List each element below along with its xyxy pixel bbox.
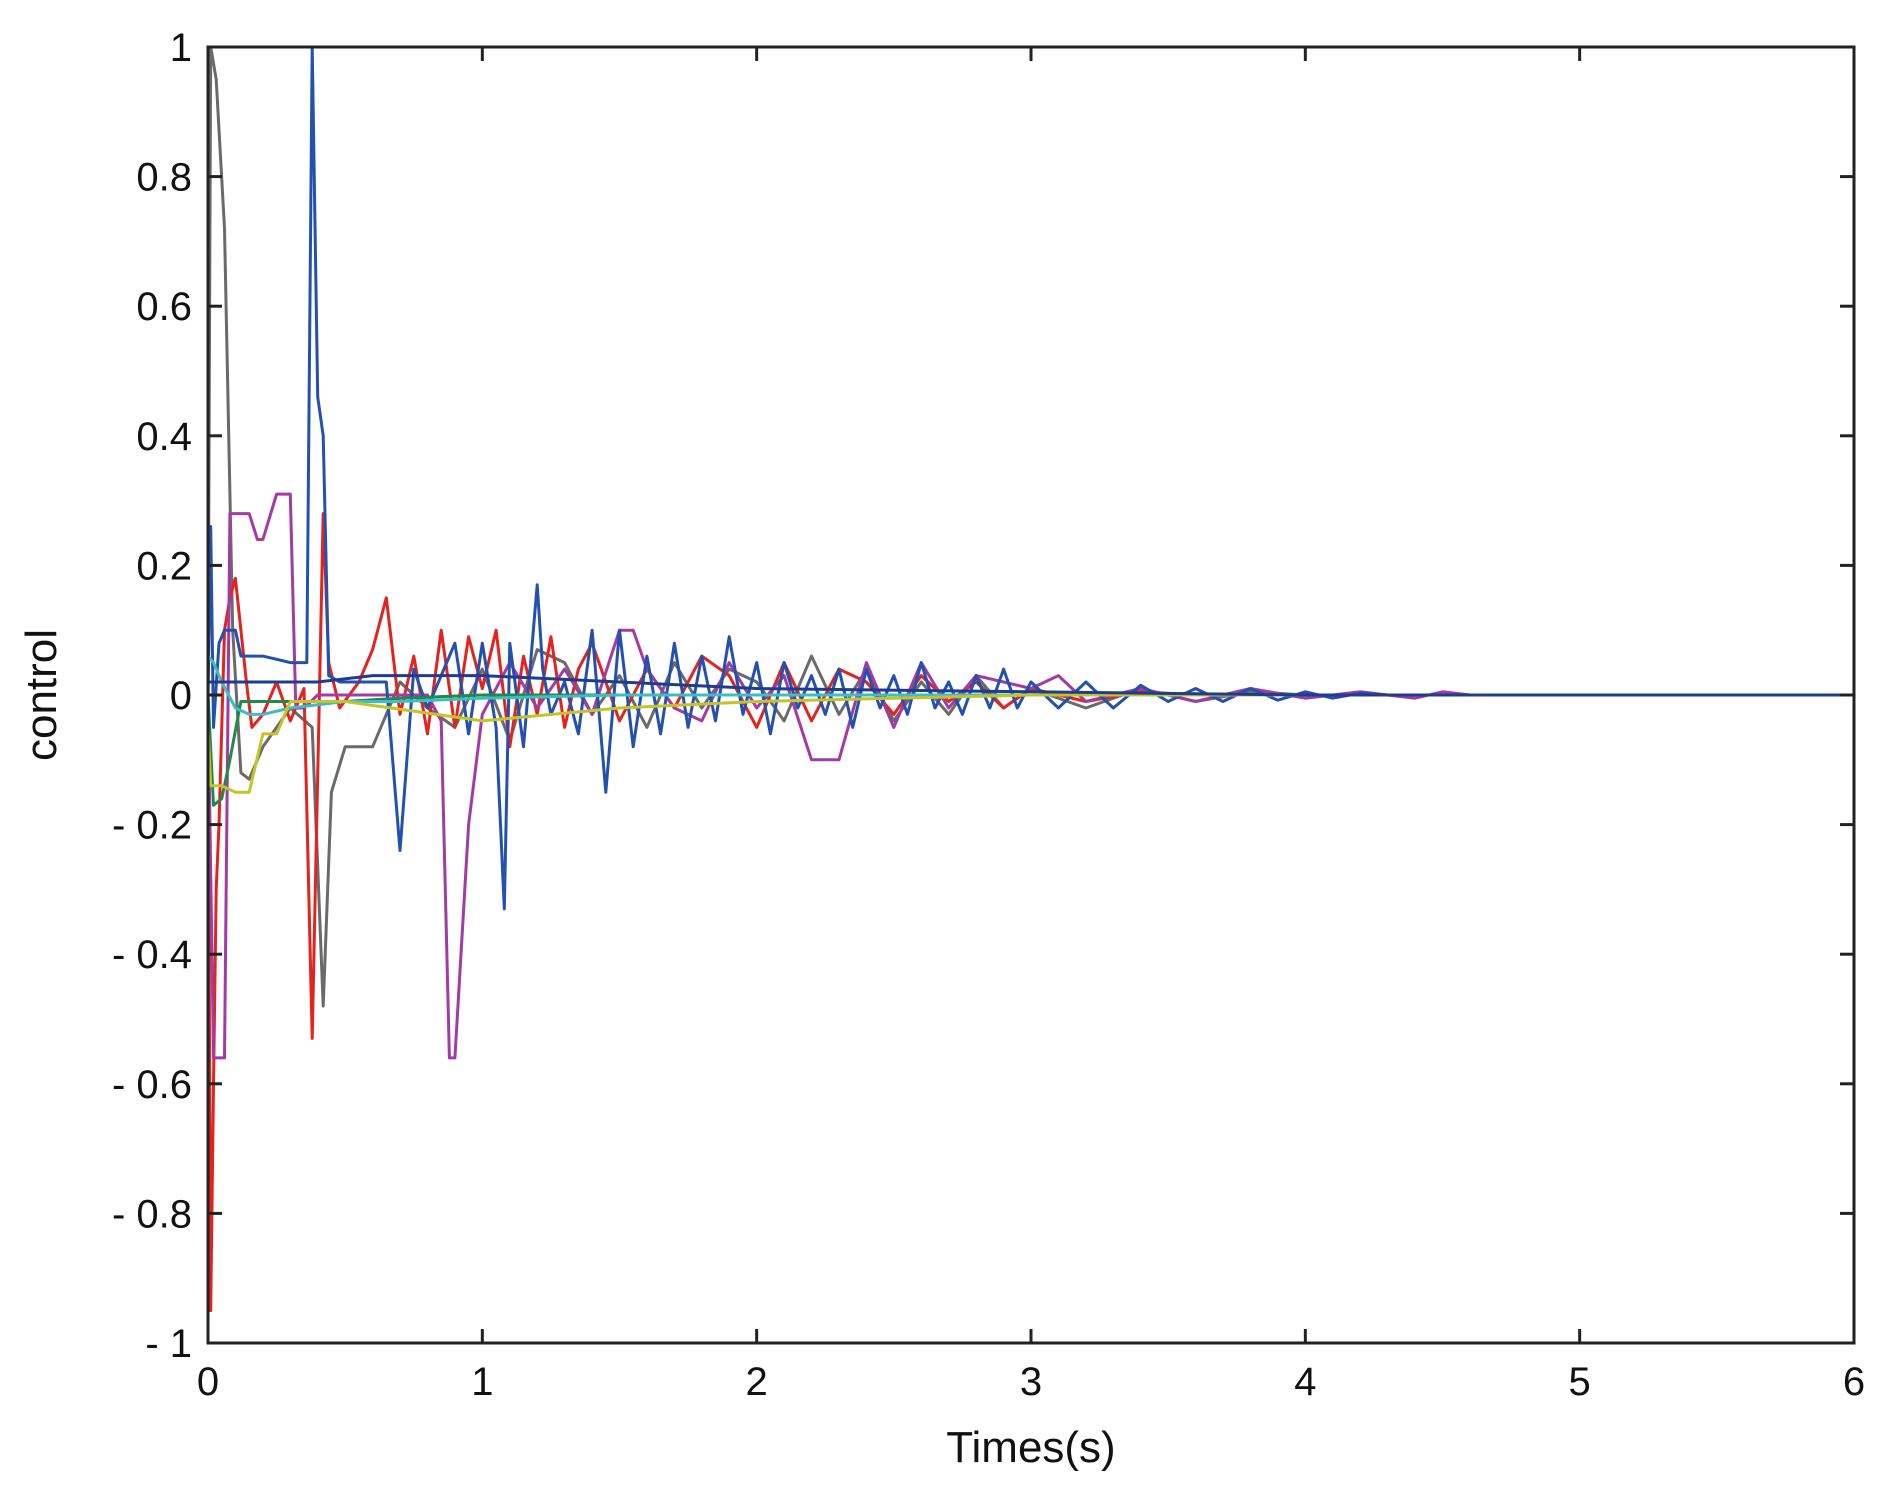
x-axis: 0 1 2 3 4 5 6 bbox=[197, 47, 1865, 1404]
y-axis: 1 0.8 0.6 0.4 0.2 0 - 0.2 - 0.4 - 0.6 - 0.8 - 1 bbox=[112, 26, 1854, 1366]
y-tick-label-9: - 0.8 bbox=[112, 1192, 192, 1236]
y-tick-label-3: 0.4 bbox=[136, 415, 192, 459]
y-tick-label-8: - 0.6 bbox=[112, 1063, 192, 1107]
series-line-8 bbox=[208, 674, 1854, 697]
x-tick-label-2: 2 bbox=[746, 1360, 768, 1404]
y-tick-label-6: - 0.2 bbox=[112, 804, 192, 848]
x-tick-label-0: 0 bbox=[197, 1360, 219, 1404]
x-tick-label-5: 5 bbox=[1569, 1360, 1591, 1404]
series-line-1 bbox=[206, 45, 1854, 1008]
y-tick-label-4: 0.2 bbox=[136, 544, 192, 588]
x-tick-label-6: 6 bbox=[1843, 1360, 1865, 1404]
y-tick-label-2: 0.6 bbox=[136, 285, 192, 329]
y-tick-label-7: - 0.4 bbox=[112, 933, 192, 977]
series-line-6 bbox=[206, 655, 1854, 716]
x-tick-label-4: 4 bbox=[1294, 1360, 1316, 1404]
y-axis-label: control bbox=[17, 629, 66, 761]
y-tick-label-5: 0 bbox=[170, 674, 192, 718]
series-layer bbox=[206, 45, 1854, 1313]
y-tick-label-1: 0.8 bbox=[136, 156, 192, 200]
x-axis-label: Times(s) bbox=[946, 1423, 1115, 1472]
x-tick-label-1: 1 bbox=[471, 1360, 493, 1404]
y-tick-label-0: 1 bbox=[170, 26, 192, 70]
x-tick-label-3: 3 bbox=[1020, 1360, 1042, 1404]
series-line-7 bbox=[206, 693, 1854, 794]
y-tick-label-10: - 1 bbox=[145, 1322, 192, 1366]
